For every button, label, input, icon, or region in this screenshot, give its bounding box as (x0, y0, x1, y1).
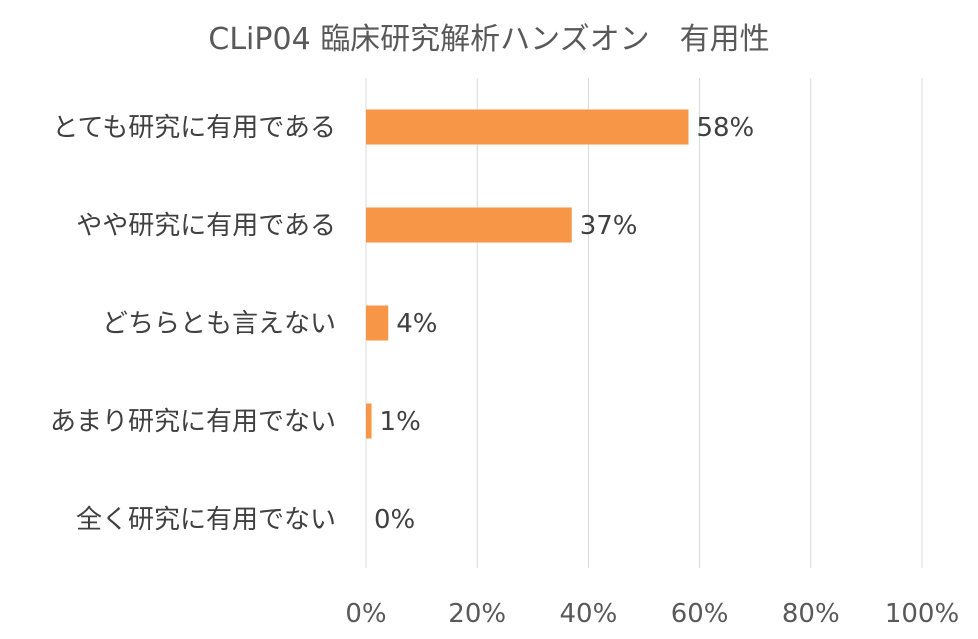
x-tick-label: 40% (560, 599, 618, 629)
data-label: 37% (580, 211, 638, 241)
bar (366, 403, 372, 439)
x-tick-label: 100% (885, 599, 959, 629)
category-label: 全く研究に有用でない (76, 505, 336, 535)
x-tick-label: 60% (671, 599, 729, 629)
bar (366, 109, 689, 145)
category-label: どちらとも言えない (102, 309, 336, 339)
data-label: 0% (374, 505, 415, 535)
x-tick-label: 0% (345, 599, 386, 629)
bar (366, 207, 572, 243)
bar (366, 305, 389, 341)
x-tick-label: 80% (782, 599, 840, 629)
category-label: とても研究に有用である (52, 113, 336, 143)
x-tick-label: 20% (448, 599, 506, 629)
chart-title: CLiP04 臨床研究解析ハンズオン 有用性 (208, 22, 770, 57)
category-label: やや研究に有用である (76, 211, 336, 241)
category-label: あまり研究に有用でない (50, 407, 336, 437)
data-label: 1% (380, 407, 421, 437)
data-label: 4% (396, 309, 437, 339)
data-label: 58% (696, 113, 754, 143)
